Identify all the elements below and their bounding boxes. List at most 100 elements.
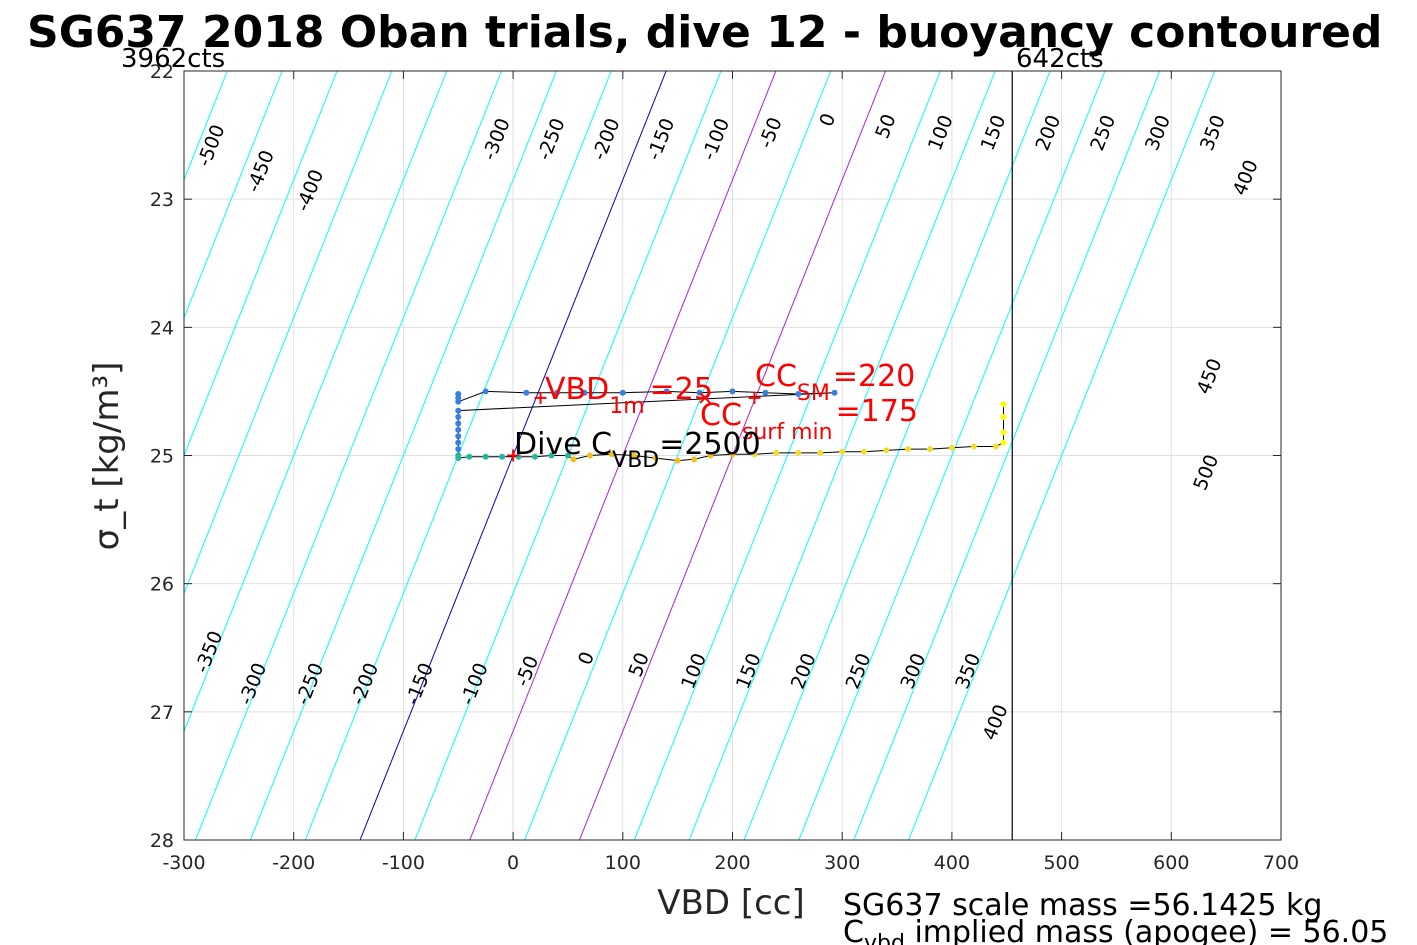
ccsurf-value: =175	[836, 394, 918, 429]
trace-point	[455, 420, 462, 427]
dive-label: Dive C	[514, 427, 612, 462]
y-tick-label: 25	[150, 446, 174, 468]
footer-c-sub: vbd	[864, 931, 905, 945]
x-tick-label: 600	[1153, 852, 1189, 874]
trace-point	[553, 389, 560, 396]
trace-point	[691, 456, 698, 463]
trace-point	[707, 452, 714, 459]
trace-point	[831, 389, 838, 396]
trace-point	[762, 389, 769, 396]
contour-line	[184, 71, 283, 320]
trace-point	[1000, 414, 1007, 421]
trace-point	[795, 449, 802, 456]
vbd1m-label: VBD	[545, 372, 609, 407]
chart-title: SG637 2018 Oban trials, dive 12 - buoyan…	[27, 7, 1382, 58]
svg-text:CCsurf min=175: CCsurf min=175	[700, 394, 918, 445]
vbd1m-sub: 1m	[609, 394, 644, 419]
dive-value: =2500	[659, 427, 760, 462]
trace-point	[948, 444, 955, 451]
trace-point	[1000, 429, 1007, 436]
trace-point	[455, 414, 462, 421]
footer-rest: implied mass (apogee) = 56.05	[905, 915, 1389, 945]
dive-cvbd-marker	[507, 449, 520, 462]
contour-line	[249, 71, 557, 840]
x-tick-label: -200	[272, 852, 315, 874]
ccsurf-sub: surf min	[742, 420, 833, 445]
trace-point	[729, 451, 736, 458]
trace-point	[817, 449, 824, 456]
trace-point	[532, 453, 539, 460]
footer-c: C	[843, 915, 864, 945]
x-tick-label: -100	[382, 852, 425, 874]
trace-point	[905, 446, 912, 453]
x-tick-label: 200	[714, 852, 750, 874]
ccsurf-marker	[699, 392, 711, 404]
trace-point	[523, 389, 530, 396]
footer-scale-mass: SG637 scale mass =56.1425 kg	[843, 888, 1322, 923]
trace-point	[926, 446, 933, 453]
dive-annotation: Dive CVBD=2500	[514, 427, 761, 473]
trace-point	[455, 439, 462, 446]
trace-point	[581, 389, 588, 396]
trace-point	[883, 447, 890, 454]
y-tick-label: 27	[150, 702, 174, 724]
ccsm-sub: SM	[797, 381, 830, 406]
trace-point	[1000, 401, 1007, 408]
contour-line	[469, 71, 777, 840]
ccsurf-annotation: CCsurf min=175	[700, 394, 918, 445]
axis-ticks: -300 -200 -100 0 100 200 300 400 500 600 700 22 23 24…	[150, 61, 1299, 874]
trace-point	[482, 453, 489, 460]
contour-line	[908, 71, 1216, 840]
trace-point	[729, 388, 736, 395]
trace-point	[586, 452, 593, 459]
trace-point	[455, 407, 462, 414]
dive-trace	[455, 388, 1007, 464]
ccsm-annotation: CCSM =220	[755, 359, 915, 406]
contour-line	[688, 71, 996, 840]
trace-point	[455, 398, 462, 405]
vbd1m-marker	[534, 391, 547, 404]
vbd1m-value: =25	[650, 372, 713, 407]
trace-point	[455, 446, 462, 453]
x-tick-label: 300	[824, 852, 860, 874]
ccsm-marker	[748, 391, 761, 404]
trace-point	[570, 456, 577, 463]
ccsm-value: =220	[833, 359, 915, 394]
contour-line	[798, 71, 1106, 840]
contour-line	[853, 71, 1161, 840]
x-axis-label: VBD [cc]	[657, 883, 805, 923]
x-tick-label: 500	[1043, 852, 1079, 874]
dive-sub: VBD	[612, 448, 659, 473]
x-tick-label: 100	[605, 852, 641, 874]
trace-point	[1000, 439, 1007, 446]
trace-point	[564, 452, 571, 459]
x-tick-label: 400	[934, 852, 970, 874]
trace-point	[455, 455, 462, 462]
right-counts-label: 642cts	[1016, 44, 1104, 74]
contour-line	[195, 71, 503, 840]
contour-line	[184, 71, 338, 457]
y-tick-label: 26	[150, 574, 174, 596]
y-tick-label: 22	[150, 61, 174, 83]
left-counts-label: 3962cts	[121, 44, 225, 74]
ccsurf-label: CC	[700, 398, 742, 433]
svg-text:VBD1m=25: VBD1m =25	[545, 372, 713, 419]
y-tick-label: 23	[150, 189, 174, 211]
trace-point	[992, 443, 999, 450]
svg-text:Dive CVBD=2500: Dive CVBD=2500	[514, 427, 761, 473]
x-tick-label: 700	[1263, 852, 1299, 874]
trace-point	[630, 452, 637, 459]
y-tick-label: 24	[150, 317, 174, 339]
trace-point	[466, 453, 473, 460]
y-axis-label: σ_t [kg/m³]	[87, 362, 127, 551]
trace-point	[861, 448, 868, 455]
trace-point	[499, 453, 506, 460]
trace-point	[619, 389, 626, 396]
trace-point	[608, 451, 615, 458]
contour-line	[633, 71, 941, 840]
y-tick-label: 28	[150, 830, 174, 852]
contour-line	[743, 71, 1051, 840]
trace-point	[795, 390, 802, 397]
x-tick-label: 0	[507, 852, 519, 874]
